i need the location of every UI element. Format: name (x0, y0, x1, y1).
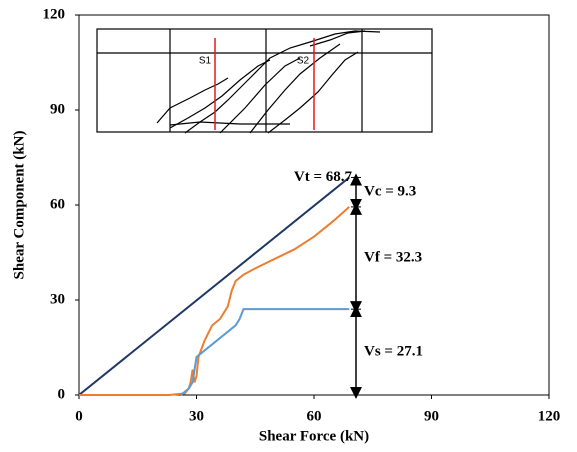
series-line (78, 176, 350, 396)
inset-label: S1 (199, 56, 212, 67)
series-line (180, 308, 350, 396)
y-tick-label: 0 (58, 386, 66, 402)
component-label: Vs = 27.1 (364, 344, 423, 360)
y-tick-label: 90 (50, 101, 65, 117)
inset-label: S2 (297, 56, 310, 67)
y-tick-label: 30 (50, 291, 65, 307)
x-axis-label: Shear Force (kN) (259, 428, 369, 444)
total-label: Vt = 68.7 (294, 169, 353, 185)
component-label: Vf = 32.3 (364, 249, 422, 265)
x-tick-label: 90 (424, 408, 439, 424)
x-tick-label: 120 (538, 408, 561, 424)
series-line (79, 206, 350, 396)
x-tick-label: 60 (307, 408, 322, 424)
inset-sketch: S1 S2 (96, 28, 433, 134)
component-label: Vc = 9.3 (364, 184, 416, 200)
x-tick-label: 30 (189, 408, 204, 424)
y-axis-label: Shear Component (kN) (11, 131, 27, 280)
y-tick-label: 120 (43, 6, 66, 22)
x-tick-label: 0 (75, 408, 83, 424)
y-tick-label: 60 (50, 196, 65, 212)
